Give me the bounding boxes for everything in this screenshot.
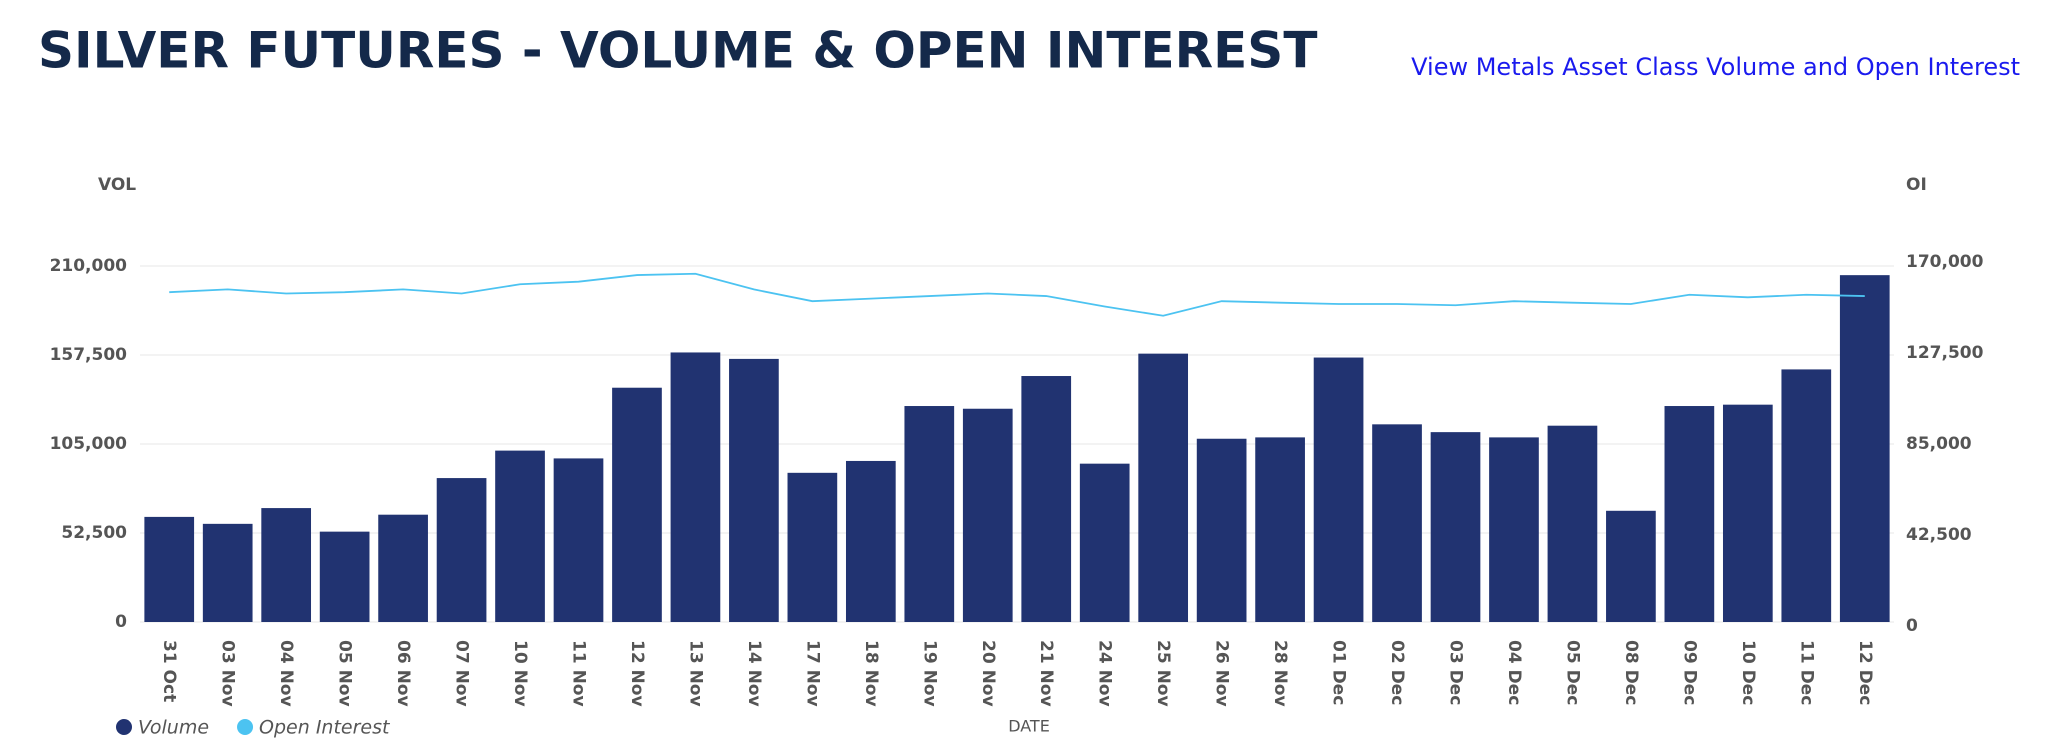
x-axis-label: DATE — [1008, 717, 1050, 736]
x-tick-label: 01 Dec — [1329, 640, 1349, 705]
y2-tick-label: 0 — [1906, 616, 1918, 636]
y-tick-label: 210,000 — [50, 256, 128, 276]
y-axis-label: VOL — [98, 175, 136, 195]
volume-bar — [670, 352, 721, 622]
volume-bar — [729, 358, 779, 622]
x-tick-label: 12 Dec — [1855, 640, 1875, 705]
x-tick-label: 25 Nov — [1153, 640, 1173, 707]
volume-bar — [1547, 425, 1598, 622]
legend-marker — [237, 719, 254, 735]
legend-entry: Volume — [138, 717, 209, 739]
volume-bar — [1372, 424, 1422, 622]
x-tick-label: 17 Nov — [802, 640, 822, 707]
y-tick-label: 157,500 — [50, 345, 128, 365]
x-tick-label: 04 Nov — [276, 640, 296, 707]
x-tick-label: 10 Nov — [510, 640, 530, 707]
x-tick-label: 03 Nov — [218, 640, 238, 707]
y-tick-label: 52,500 — [61, 523, 127, 543]
volume-bar — [1196, 438, 1247, 622]
x-tick-label: 12 Nov — [627, 640, 647, 707]
x-tick-label: 05 Dec — [1562, 640, 1582, 705]
volume-bar — [1664, 406, 1715, 622]
volume-bar — [1606, 510, 1656, 622]
x-tick-label: 08 Dec — [1621, 640, 1641, 705]
y2-tick-label: 85,000 — [1906, 434, 1972, 454]
volume-bar — [1138, 353, 1189, 622]
x-tick-label: 04 Dec — [1504, 640, 1524, 705]
y2-tick-label: 42,500 — [1906, 525, 1972, 545]
volume-bar — [1021, 376, 1072, 622]
x-tick-label: 19 Nov — [919, 640, 939, 707]
asset-class-link[interactable]: View Metals Asset Class Volume and Open … — [1411, 53, 2020, 81]
volume-bar — [144, 516, 195, 622]
y-tick-label: 105,000 — [50, 434, 128, 454]
volume-bar — [1839, 275, 1890, 622]
volume-bar — [904, 406, 955, 622]
volume-bar — [787, 472, 838, 622]
x-tick-label: 09 Dec — [1679, 640, 1699, 705]
x-tick-label: 31 Oct — [159, 640, 179, 702]
volume-bar — [1781, 369, 1832, 622]
volume-bar — [553, 458, 604, 622]
x-tick-label: 11 Nov — [569, 640, 589, 707]
legend-marker — [116, 719, 132, 735]
volume-bar — [1313, 357, 1364, 622]
volume-bar — [845, 460, 896, 622]
legend-entry: Open Interest — [259, 717, 391, 739]
volume-bar — [202, 523, 253, 622]
y2-tick-label: 170,000 — [1906, 252, 1984, 272]
x-tick-label: 07 Nov — [452, 640, 472, 707]
y-tick-label: 0 — [115, 612, 127, 632]
x-tick-label: 24 Nov — [1095, 640, 1115, 707]
x-tick-label: 20 Nov — [978, 640, 998, 707]
x-tick-label: 05 Nov — [335, 640, 355, 707]
x-tick-label: 18 Nov — [861, 640, 881, 707]
y2-axis-label: OI — [1906, 175, 1927, 195]
x-tick-label: 26 Nov — [1212, 640, 1232, 707]
x-tick-label: 14 Nov — [744, 640, 764, 707]
volume-bar — [436, 478, 487, 622]
volume-bar — [378, 514, 428, 622]
volume-bar — [1489, 437, 1539, 622]
x-tick-label: 11 Dec — [1796, 640, 1816, 705]
x-tick-label: 02 Dec — [1387, 640, 1407, 705]
volume-bar — [612, 387, 662, 622]
volume-bar — [261, 508, 312, 622]
volume-bar — [1722, 404, 1773, 622]
volume-bar — [962, 408, 1013, 622]
volume-bar — [319, 531, 370, 622]
chart-title: SILVER FUTURES - VOLUME & OPEN INTEREST — [38, 22, 1317, 80]
x-tick-label: 06 Nov — [393, 640, 413, 707]
x-tick-label: 13 Nov — [685, 640, 705, 707]
x-tick-label: 10 Dec — [1738, 640, 1758, 705]
x-tick-label: 21 Nov — [1036, 640, 1056, 707]
volume-bar — [1430, 432, 1481, 622]
x-tick-label: 28 Nov — [1270, 640, 1290, 707]
y2-tick-label: 127,500 — [1906, 343, 1984, 363]
oi-line — [169, 272, 1865, 317]
x-tick-label: 03 Dec — [1446, 640, 1466, 705]
volume-bar — [495, 450, 545, 622]
volume-bar — [1079, 463, 1130, 622]
volume-bar — [1255, 437, 1305, 622]
